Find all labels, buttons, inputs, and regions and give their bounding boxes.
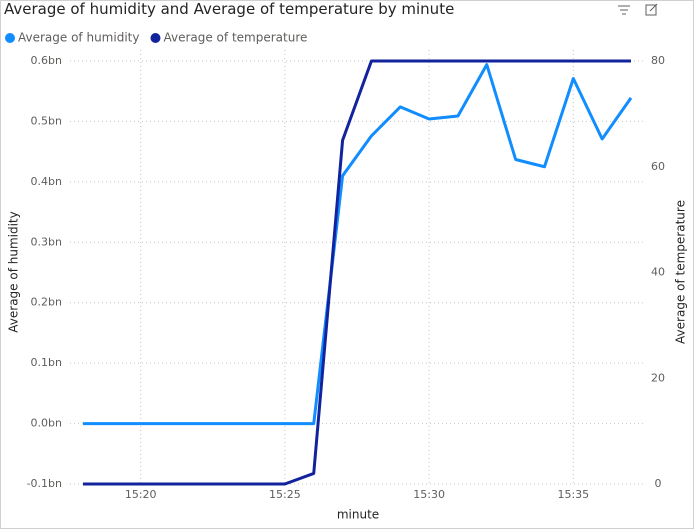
y2-axis-title: Average of temperature [674,200,688,344]
y-tick-label: 0.1bn [31,356,62,369]
y2-tick-label: 60 [651,160,665,173]
chart-title: Average of humidity and Average of tempe… [4,0,454,18]
x-tick-label: 15:30 [413,488,445,501]
x-tick-label: 15:20 [125,488,157,501]
series-line [83,59,631,486]
y-tick-label: 0.6bn [31,54,62,67]
y-axis-title: Average of humidity [7,211,21,332]
y-tick-label: 0.5bn [31,114,62,127]
x-axis-title: minute [337,508,379,522]
x-tick-label: 15:25 [269,488,301,501]
legend-label: Average of humidity [18,31,139,45]
legend-marker [5,33,15,43]
y-tick-label: 0.3bn [31,235,62,248]
y-tick-label: 0.0bn [31,417,62,430]
y2-tick-label: 80 [651,54,665,67]
y-tick-label: 0.4bn [31,175,62,188]
y2-tick-label: 40 [651,266,665,279]
x-tick-label: 15:35 [557,488,589,501]
focus-icon[interactable] [645,3,658,16]
y2-tick-label: 0 [655,477,662,490]
y2-tick-label: 20 [651,371,665,384]
legend-marker [150,33,161,43]
legend-label: Average of temperature [163,31,307,45]
filter-icon[interactable] [618,5,630,15]
y-tick-label: 0.2bn [31,296,62,309]
series-line [83,63,633,426]
y-tick-label: -0.1bn [27,477,62,490]
